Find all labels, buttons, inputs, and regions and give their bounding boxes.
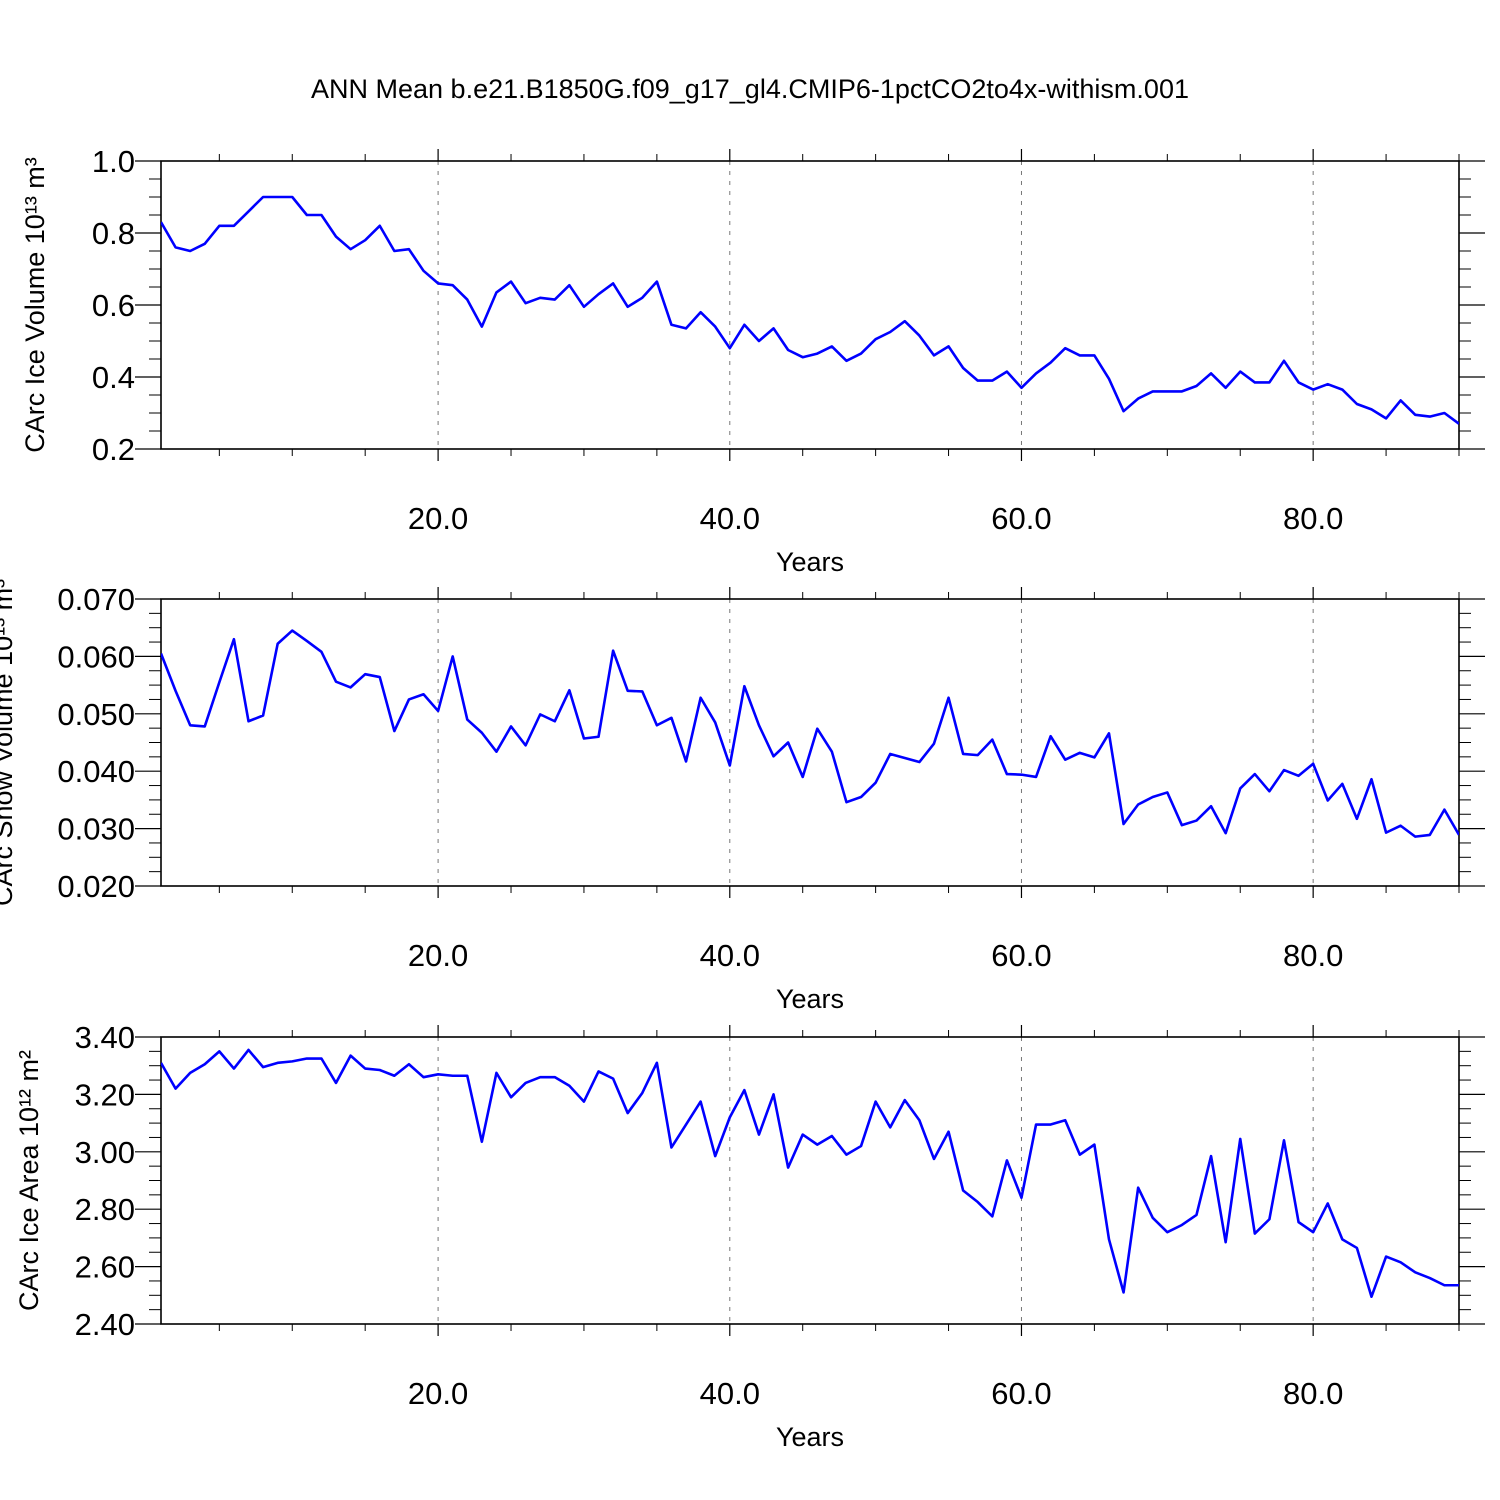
y-tick-label: 2.60: [75, 1250, 135, 1285]
data-line: [161, 629, 1459, 838]
x-tick-label: 60.0: [991, 938, 1051, 973]
y-tick-label: 0.4: [92, 360, 135, 395]
x-tick-label: 20.0: [408, 501, 468, 536]
plot-area: [161, 195, 1459, 425]
x-axis-label: Years: [776, 984, 844, 1014]
y-axis-label: CArc Ice Volume 10¹³ m³: [20, 157, 50, 453]
x-tick-label: 80.0: [1283, 1376, 1343, 1411]
x-axis-label: Years: [776, 547, 844, 577]
plot-frame: [160, 160, 1460, 450]
x-tick-label: 20.0: [408, 1376, 468, 1411]
y-tick-label: 0.070: [57, 582, 135, 617]
data-line: [161, 195, 1459, 425]
y-tick-label: 3.00: [75, 1135, 135, 1170]
y-tick-label: 0.060: [57, 639, 135, 674]
x-axis-label: Years: [776, 1422, 844, 1452]
x-tick-label: 60.0: [991, 1376, 1051, 1411]
y-tick-label: 0.050: [57, 697, 135, 732]
plot-frame: [160, 1036, 1460, 1325]
x-tick-label: 80.0: [1283, 501, 1343, 536]
y-tick-label: 2.40: [75, 1307, 135, 1342]
y-tick-label: 2.80: [75, 1192, 135, 1227]
y-tick-label: 0.030: [57, 812, 135, 847]
chart-title: ANN Mean b.e21.B1850G.f09_g17_gl4.CMIP6-…: [311, 74, 1189, 104]
plot-area: [161, 1048, 1459, 1299]
x-tick-label: 20.0: [408, 938, 468, 973]
plot-frame: [160, 598, 1460, 887]
y-axis-label: CArc Ice Area 10¹² m²: [14, 1050, 44, 1311]
x-tick-label: 60.0: [991, 501, 1051, 536]
x-tick-label: 40.0: [700, 501, 760, 536]
y-tick-label: 0.6: [92, 288, 135, 323]
y-tick-label: 0.2: [92, 432, 135, 467]
y-axis-label: CArc Snow Volume 10¹³ m³: [0, 579, 18, 906]
x-tick-label: 80.0: [1283, 938, 1343, 973]
data-line: [161, 1048, 1459, 1299]
y-tick-label: 3.40: [75, 1020, 135, 1055]
y-tick-label: 0.020: [57, 869, 135, 904]
y-tick-label: 1.0: [92, 144, 135, 179]
y-tick-label: 3.20: [75, 1077, 135, 1112]
x-tick-label: 40.0: [700, 938, 760, 973]
plot-area: [161, 629, 1459, 838]
x-tick-label: 40.0: [700, 1376, 760, 1411]
y-tick-label: 0.040: [57, 754, 135, 789]
y-tick-label: 0.8: [92, 216, 135, 251]
